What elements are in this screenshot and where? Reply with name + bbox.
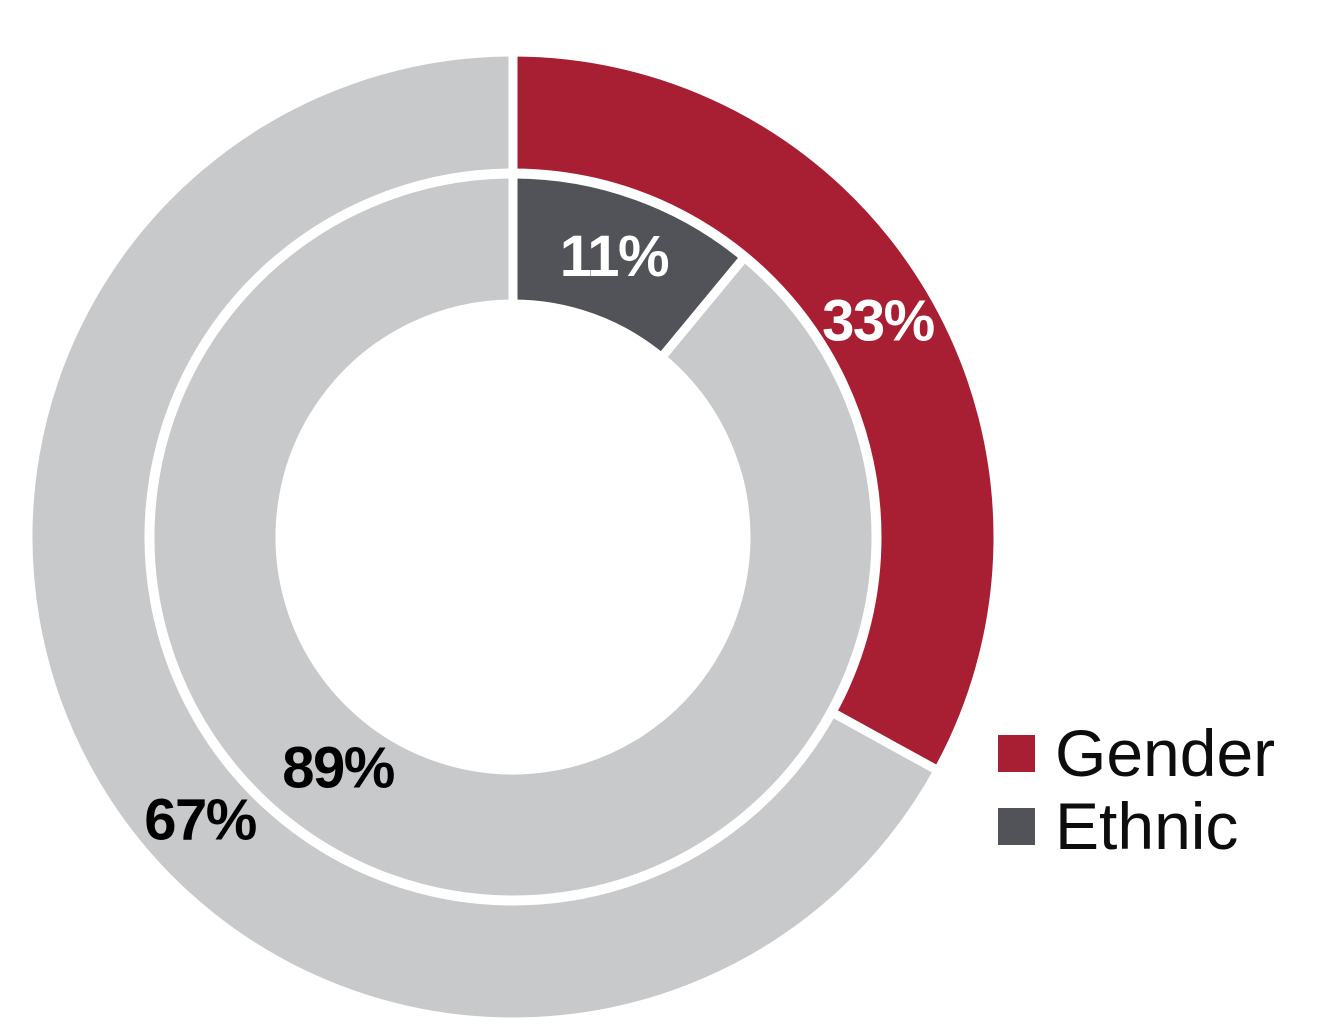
legend-item-gender: Gender [998, 720, 1275, 786]
chart-legend: Gender Ethnic [998, 720, 1275, 879]
ethnic-segment-label: 11% [560, 224, 669, 289]
ethnic-legend-label: Ethnic [1055, 789, 1239, 863]
ethnic-segment-89pct [145, 169, 881, 905]
ethnic-segment-label: 89% [282, 736, 395, 801]
gender-segment-label: 67% [144, 788, 257, 853]
gender-legend-label: Gender [1055, 716, 1276, 790]
gender-legend-swatch [998, 734, 1035, 772]
ethnic-legend-swatch [998, 807, 1035, 845]
gender-segment-label: 33% [822, 289, 935, 354]
legend-item-ethnic: Ethnic [998, 793, 1275, 859]
